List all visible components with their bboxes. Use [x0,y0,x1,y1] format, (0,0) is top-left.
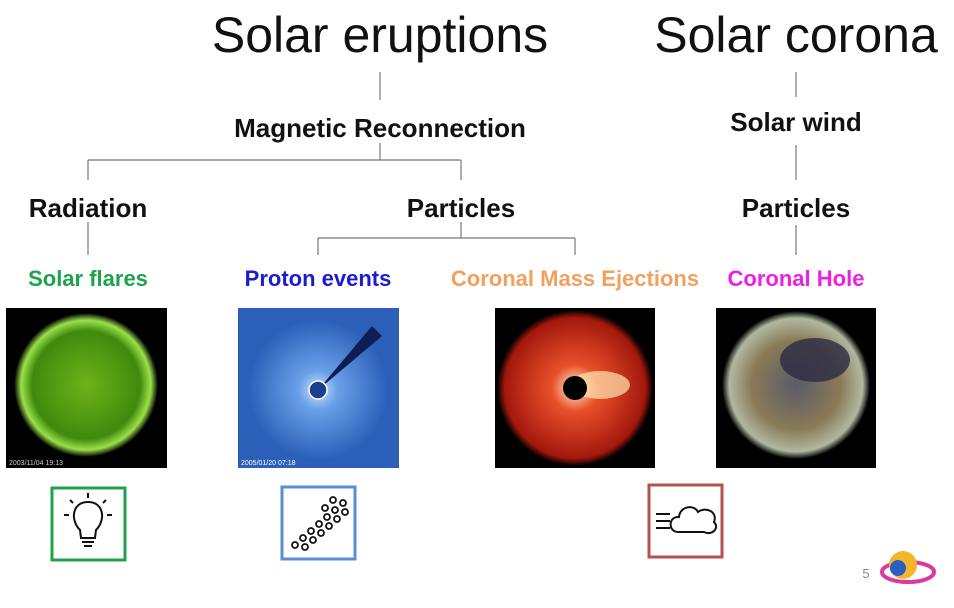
wind-icon [647,483,724,559]
node: Magnetic Reconnection [234,113,526,143]
connectors [87,72,797,255]
title: Solar corona [654,7,938,63]
lightbulb-icon [50,486,127,562]
phenomenon: Coronal Hole [728,266,865,291]
phenomenon: Solar flares [28,266,148,291]
image-stamp: 2003/11/04 19:13 [9,460,63,467]
phenomenon: Coronal Mass Ejections [451,266,699,291]
cme-image [495,308,655,468]
proton-image: 2005/01/20 07:18 [238,308,399,468]
particles-icon [280,485,357,561]
phenomenon: Proton events [245,266,392,291]
logo [880,551,936,584]
node: Particles [407,193,515,223]
node: Solar wind [730,107,861,137]
flare-image: 2003/11/04 19:13 [6,308,167,468]
node: Radiation [29,193,147,223]
node: Particles [742,193,850,223]
title: Solar eruptions [212,7,548,63]
image-stamp: 2005/01/20 07:18 [241,460,296,467]
hole-image [716,308,876,468]
page-number: 5 [862,566,869,581]
